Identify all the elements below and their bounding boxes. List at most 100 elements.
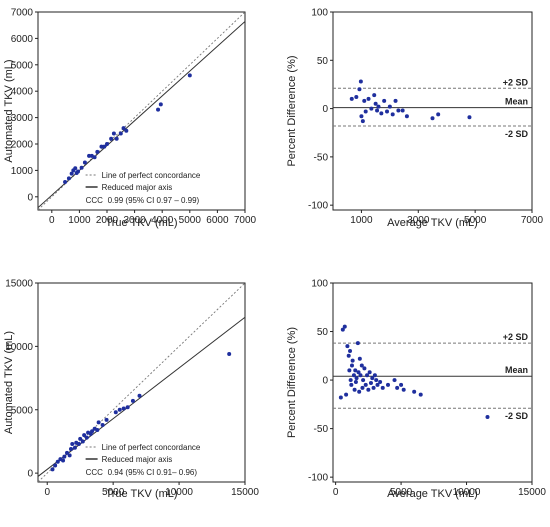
data-point [121,126,126,131]
plot-frame [37,11,246,211]
data-point [485,414,490,419]
data-point [66,176,71,181]
data-point [187,73,192,78]
data-point [372,93,377,98]
data-point [68,447,73,452]
data-point [418,392,423,397]
x-axis-label: True TKV (mL) [105,488,177,500]
data-point [345,344,350,349]
legend-reduced-major-axis: Reduced major axis [102,455,173,464]
data-point [360,385,365,390]
data-point [382,98,387,103]
data-point [65,450,70,455]
data-point [359,114,364,119]
data-point [372,373,377,378]
x-tick-label: 5000 [179,215,202,226]
data-point [76,169,81,174]
legend-ccc-label: CCC [86,196,104,205]
data-point [385,109,390,114]
plot-frame [37,282,246,483]
data-point [124,128,129,133]
x-tick-label: 5000 [390,487,413,498]
data-point [361,378,366,383]
y-tick-label: 100 [311,279,328,290]
chart-panel-top-left: 0 1000 2000 3000 4000 5000 6000 7000 0 1000 2000 30… [3,8,257,230]
data-point [338,395,343,400]
data-point [53,463,58,468]
chart-panel-top-right: 1000 3000 5000 7000 -100 -50 0 50 100 Average TKV… [286,8,544,230]
y-axis-label: Automated TKV (mL) [3,331,15,434]
x-tick-label: 5000 [464,215,487,226]
y-tick-label: 100 [311,8,328,19]
data-point [109,136,114,141]
data-point [395,385,400,390]
data-point [92,155,97,160]
data-point [105,142,109,146]
legend-reduced-major-axis: Reduced major axis [102,183,173,192]
y-tick-label: -100 [308,473,328,484]
data-point [79,165,84,170]
data-point [375,108,380,113]
data-point [76,441,81,446]
data-point [111,131,116,136]
plot-area [333,79,532,127]
data-point [354,94,359,99]
data-point [371,385,376,390]
data-point [156,107,161,112]
data-point [69,171,74,176]
data-point [73,166,78,171]
data-point [137,393,142,398]
y-tick-label: 4000 [11,87,34,98]
data-point [400,108,405,113]
y-tick-label: 0 [27,192,33,203]
data-point [95,149,100,154]
data-point [354,376,359,381]
y-tick-label: 3000 [11,113,34,124]
legend-ccc-value: 0.94 (95% CI 0.91– 0.96) [108,468,198,477]
data-point [436,112,441,117]
x-tick-label: 4000 [151,215,174,226]
data-point [365,373,370,378]
data-point [358,79,363,84]
data-point [357,356,362,361]
data-point [84,435,89,440]
data-point [359,363,364,368]
data-point [82,433,87,438]
x-tick-label: 0 [333,487,339,498]
lower-sd-label: -2 SD [505,129,529,139]
data-point [113,410,118,415]
legend-perfect-concordance: Line of perfect concordance [102,443,201,452]
data-point [358,373,363,378]
y-tick-label: 5000 [11,60,34,71]
data-point [351,373,356,378]
data-point [102,144,107,149]
data-point [349,382,354,387]
data-point [90,429,95,434]
data-point [355,341,360,346]
data-point [362,98,367,103]
data-point [344,392,349,397]
data-point [342,324,347,329]
x-tick-label: 10000 [165,487,193,498]
data-point [378,380,383,385]
data-point [346,353,351,358]
data-point [390,112,395,117]
x-tick-label: 7000 [234,215,257,226]
data-point [340,327,345,332]
chart-panel-bottom-left: 0 5000 10000 15000 0 5000 10000 15000 True TKV (… [3,279,259,501]
data-point [117,407,122,412]
y-tick-label: 50 [317,56,329,67]
data-point [55,459,60,464]
y-tick-label: 6000 [11,34,34,45]
data-point [366,96,371,101]
y-tick-label: 0 [27,469,33,480]
y-tick-label: 0 [322,104,328,115]
data-point [366,387,371,392]
data-point [357,87,362,92]
y-axis-label: Percent Difference (%) [286,327,298,438]
data-point [61,458,66,463]
legend-perfect-concordance: Line of perfect concordance [102,171,201,180]
reduced-major-axis-line [38,21,245,208]
data-point [374,378,379,383]
